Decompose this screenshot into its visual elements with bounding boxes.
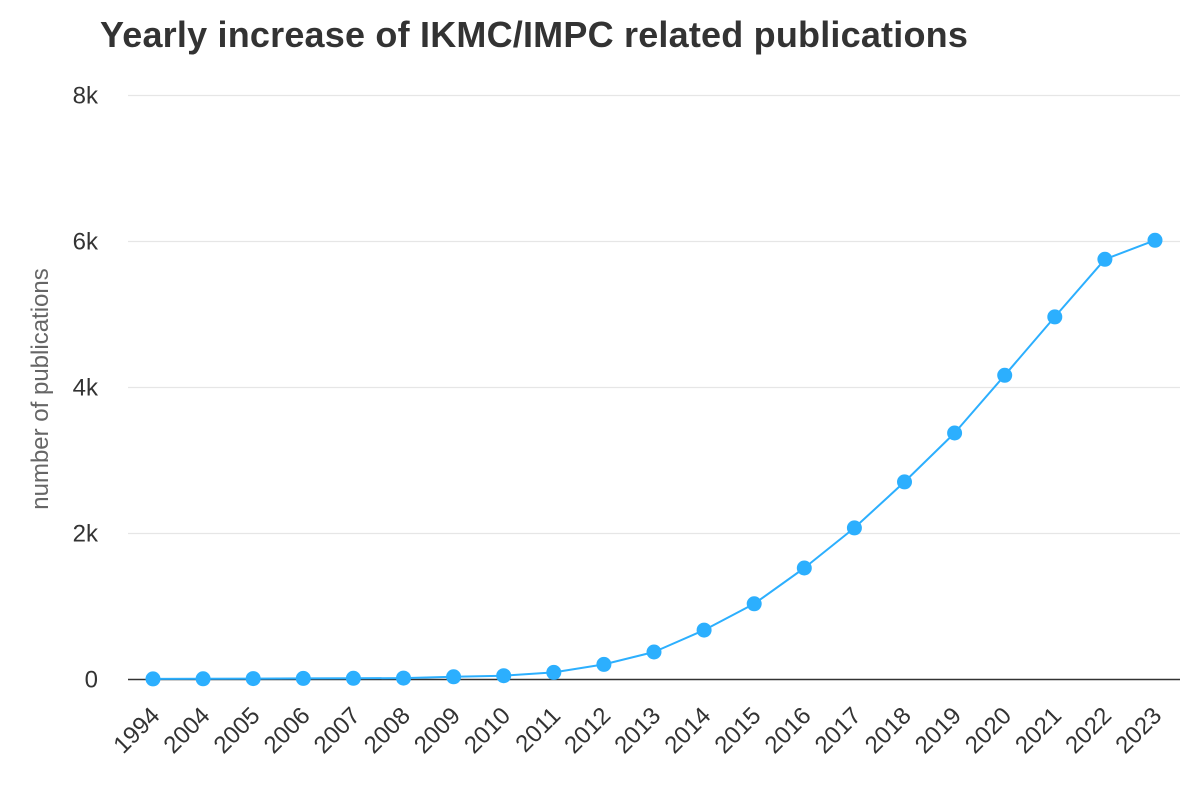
data-point[interactable] bbox=[596, 656, 612, 672]
data-point[interactable] bbox=[345, 670, 361, 686]
x-tick-label: 2021 bbox=[1010, 702, 1067, 759]
series-publications bbox=[145, 232, 1163, 687]
x-tick-label: 2009 bbox=[409, 702, 466, 759]
y-tick-label: 6k bbox=[73, 229, 99, 256]
data-point[interactable] bbox=[1147, 232, 1163, 248]
data-point[interactable] bbox=[696, 622, 712, 638]
data-point[interactable] bbox=[546, 664, 562, 680]
x-tick-label: 2016 bbox=[760, 702, 817, 759]
data-point[interactable] bbox=[897, 474, 912, 490]
x-tick-label: 2011 bbox=[510, 702, 566, 758]
x-tick-label: 2010 bbox=[459, 702, 516, 759]
x-tick-label: 2005 bbox=[209, 702, 266, 759]
x-tick-label: 2023 bbox=[1110, 702, 1167, 759]
x-tick-label: 2004 bbox=[159, 702, 216, 759]
series-line bbox=[152, 239, 1156, 680]
x-tick-label: 2013 bbox=[609, 702, 666, 759]
data-point[interactable] bbox=[195, 671, 211, 687]
data-point[interactable] bbox=[446, 669, 462, 685]
data-point[interactable] bbox=[245, 671, 261, 687]
data-point[interactable] bbox=[646, 644, 662, 660]
data-point[interactable] bbox=[295, 670, 311, 686]
data-point[interactable] bbox=[145, 671, 161, 687]
data-point[interactable] bbox=[947, 425, 963, 441]
x-tick-label: 2015 bbox=[710, 702, 767, 759]
x-tick-label: 2019 bbox=[910, 702, 967, 759]
gridlines bbox=[128, 94, 1180, 681]
x-tick-label: 2017 bbox=[810, 702, 867, 759]
chart-title: Yearly increase of IKMC/IMPC related pub… bbox=[100, 14, 969, 55]
y-tick-label: 2k bbox=[73, 521, 99, 548]
data-point[interactable] bbox=[396, 670, 411, 686]
x-tick-label: 1994 bbox=[108, 702, 165, 759]
x-tick-label: 2020 bbox=[960, 702, 1017, 759]
y-axis-title: number of publications bbox=[27, 268, 54, 509]
data-point[interactable] bbox=[746, 596, 762, 612]
x-tick-label: 2008 bbox=[359, 702, 416, 759]
y-tick-label: 0 bbox=[85, 667, 98, 694]
x-tick-label: 2018 bbox=[860, 702, 917, 759]
x-tick-label: 2006 bbox=[259, 702, 316, 759]
data-point[interactable] bbox=[846, 520, 862, 536]
y-axis-tick-labels: 0 2k 4k 6k 8k bbox=[73, 83, 99, 694]
x-tick-label: 2014 bbox=[659, 702, 716, 759]
y-tick-label: 8k bbox=[73, 83, 99, 110]
y-tick-label: 4k bbox=[73, 375, 99, 402]
data-point[interactable] bbox=[796, 560, 812, 576]
x-tick-label: 2007 bbox=[309, 702, 366, 759]
data-point[interactable] bbox=[1097, 251, 1113, 267]
data-point[interactable] bbox=[1047, 309, 1063, 325]
data-point[interactable] bbox=[997, 367, 1013, 383]
x-axis-tick-labels: 1994200420052006200720082009201020112012… bbox=[108, 702, 1167, 759]
x-tick-label: 2012 bbox=[559, 702, 616, 759]
x-tick-label: 2022 bbox=[1060, 702, 1117, 759]
data-point[interactable] bbox=[496, 668, 512, 684]
